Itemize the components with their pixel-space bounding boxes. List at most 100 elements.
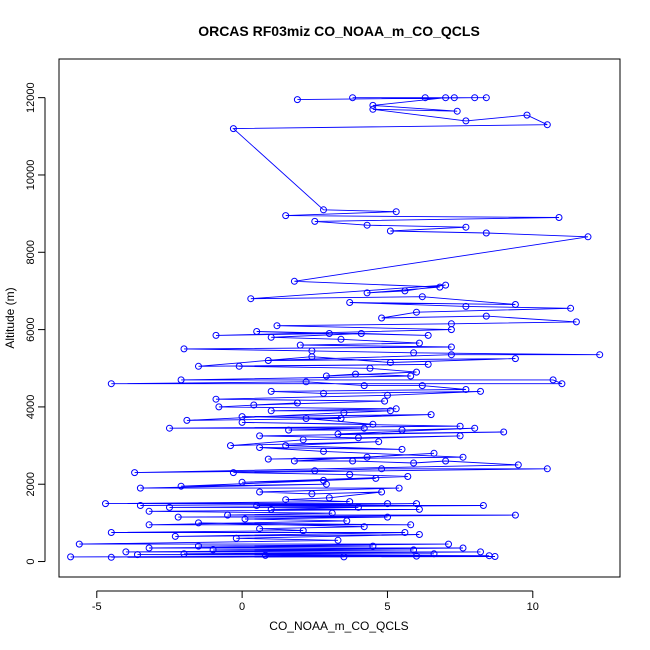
data-point bbox=[456, 432, 464, 440]
data-point bbox=[462, 386, 470, 393]
data-point bbox=[459, 453, 467, 461]
data-point bbox=[354, 503, 362, 511]
data-point bbox=[471, 424, 479, 432]
data-point bbox=[543, 465, 551, 473]
y-axis-label: Altitude (m) bbox=[3, 287, 17, 348]
data-point bbox=[180, 345, 188, 353]
data-point bbox=[253, 502, 261, 509]
data-point bbox=[227, 442, 234, 450]
data-point bbox=[369, 101, 377, 109]
data-point bbox=[596, 351, 604, 359]
data-point bbox=[238, 418, 246, 426]
data-point bbox=[384, 391, 391, 399]
data-point bbox=[241, 515, 249, 523]
data-point bbox=[354, 434, 362, 442]
y-tick-label: 0 bbox=[25, 558, 37, 564]
data-point bbox=[453, 107, 461, 115]
x-tick-label: -5 bbox=[92, 601, 102, 613]
data-point bbox=[212, 395, 220, 403]
data-point bbox=[482, 312, 490, 320]
data-point bbox=[477, 387, 484, 395]
data-point bbox=[360, 424, 368, 432]
data-point bbox=[430, 550, 438, 558]
data-point bbox=[378, 488, 386, 496]
data-point bbox=[136, 484, 144, 492]
data-point bbox=[166, 503, 173, 511]
data-point bbox=[107, 553, 115, 561]
data-point bbox=[334, 430, 342, 438]
data-point bbox=[415, 339, 423, 347]
data-point bbox=[325, 494, 333, 502]
data-point bbox=[447, 326, 455, 334]
data-point bbox=[174, 513, 182, 521]
data-point bbox=[282, 212, 290, 220]
data-point bbox=[369, 105, 377, 113]
data-point bbox=[395, 484, 403, 492]
x-tick-label: 0 bbox=[239, 601, 245, 613]
data-point bbox=[302, 415, 310, 422]
data-point bbox=[346, 498, 354, 506]
data-point bbox=[107, 380, 115, 388]
data-point bbox=[413, 552, 420, 560]
y-tick-label: 2000 bbox=[25, 472, 37, 496]
data-point bbox=[212, 331, 220, 339]
data-point bbox=[293, 96, 301, 104]
data-point bbox=[369, 542, 377, 550]
data-point bbox=[450, 94, 458, 102]
data-point bbox=[229, 125, 237, 133]
data-point bbox=[107, 529, 115, 536]
y-axis: 0 2000 4000 6000 8000 10000 12000 bbox=[25, 82, 46, 565]
data-point bbox=[308, 353, 316, 361]
data-point bbox=[415, 531, 423, 538]
data-point bbox=[250, 401, 258, 409]
data-point bbox=[352, 370, 359, 378]
chart-title: ORCAS RF03miz CO_NOAA_m_CO_QCLS bbox=[198, 23, 480, 39]
data-point bbox=[549, 376, 557, 384]
data-point bbox=[447, 351, 455, 359]
data-point bbox=[372, 474, 380, 482]
data-point bbox=[343, 517, 351, 525]
data-point bbox=[238, 478, 246, 486]
data-point bbox=[471, 94, 479, 102]
data-point bbox=[290, 277, 298, 285]
x-tick-label: 10 bbox=[527, 601, 539, 613]
data-point bbox=[511, 511, 519, 519]
data-point bbox=[102, 500, 109, 508]
data-point bbox=[267, 407, 275, 415]
data-point bbox=[445, 540, 452, 548]
data-point bbox=[166, 424, 173, 432]
data-point bbox=[264, 357, 272, 364]
data-point bbox=[413, 308, 420, 316]
data-point bbox=[349, 457, 357, 465]
data-point bbox=[302, 378, 310, 386]
data-point bbox=[401, 287, 409, 295]
data-point bbox=[134, 551, 141, 559]
data-point bbox=[398, 445, 406, 453]
data-point bbox=[384, 500, 391, 508]
data-point bbox=[386, 407, 394, 415]
data-point bbox=[456, 422, 464, 430]
y-tick-label: 8000 bbox=[25, 240, 37, 264]
data-point bbox=[145, 521, 153, 529]
data-point bbox=[491, 553, 499, 560]
data-point bbox=[261, 551, 269, 559]
data-point bbox=[346, 299, 354, 306]
data-point bbox=[421, 94, 429, 102]
data-point bbox=[369, 420, 377, 428]
data-point bbox=[360, 382, 368, 390]
data-point bbox=[511, 301, 519, 308]
data-point bbox=[183, 416, 191, 424]
data-point bbox=[299, 527, 307, 535]
data-point bbox=[572, 318, 580, 326]
data-point bbox=[558, 380, 566, 388]
series-layer bbox=[67, 94, 604, 561]
data-point bbox=[267, 387, 275, 395]
data-point bbox=[320, 206, 327, 214]
data-point bbox=[349, 94, 357, 102]
data-point bbox=[285, 426, 293, 434]
data-point bbox=[418, 382, 426, 390]
data-point bbox=[378, 465, 386, 473]
data-point bbox=[447, 343, 455, 351]
data-point bbox=[462, 117, 470, 125]
